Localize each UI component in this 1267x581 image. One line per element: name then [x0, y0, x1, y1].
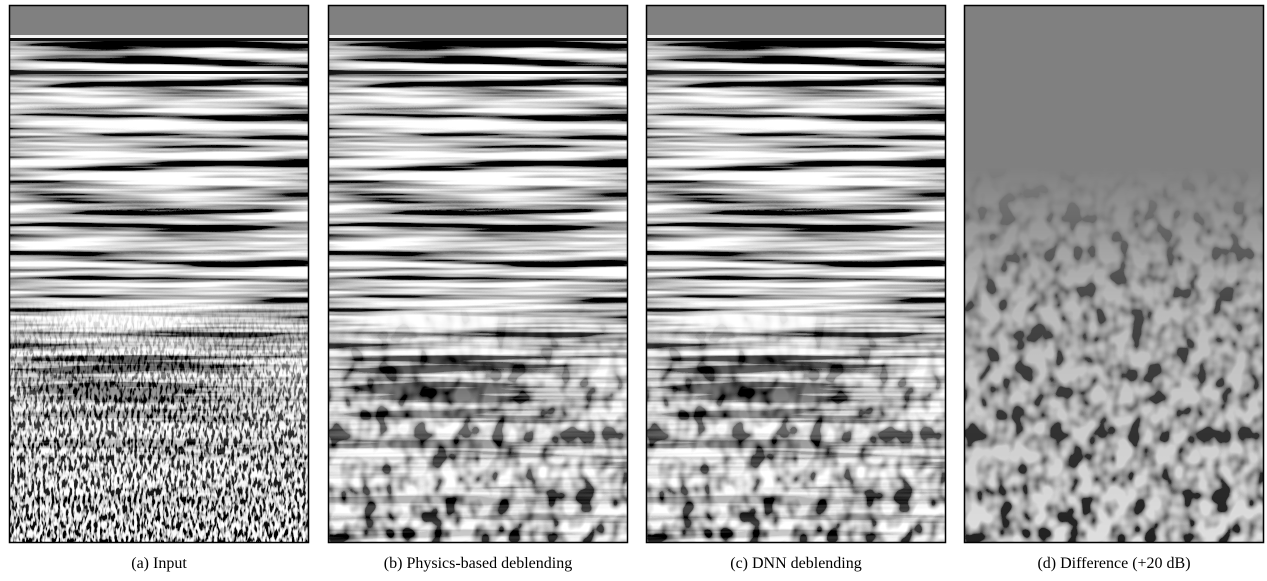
panel-border	[645, 4, 947, 544]
water-column	[646, 5, 946, 35]
seabed-bright	[9, 35, 309, 38]
panel-border	[8, 4, 310, 544]
panel-border	[327, 4, 629, 544]
panel-caption: (c) DNN deblending	[730, 555, 862, 572]
panel-border	[963, 4, 1265, 544]
panel	[8, 4, 310, 544]
reflector	[646, 71, 946, 74]
seabed-dark	[646, 38, 946, 41]
water-column	[328, 5, 628, 35]
residual-texture	[328, 5, 628, 543]
panel-caption: (b) Physics-based deblending	[384, 555, 572, 572]
panel	[645, 4, 947, 544]
difference-noise	[964, 5, 1264, 543]
water-column	[9, 5, 309, 35]
reflector	[9, 71, 309, 74]
seabed-bright	[646, 35, 946, 38]
panel	[327, 4, 629, 544]
seabed-dark	[328, 38, 628, 41]
noise	[9, 5, 309, 543]
seabed-bright	[328, 35, 628, 38]
reflector	[328, 71, 628, 74]
panel	[963, 4, 1265, 544]
seabed-dark	[9, 38, 309, 41]
panel-caption: (d) Difference (+20 dB)	[1037, 555, 1190, 572]
panel-caption: (a) Input	[131, 555, 187, 572]
residual-texture	[646, 5, 946, 543]
